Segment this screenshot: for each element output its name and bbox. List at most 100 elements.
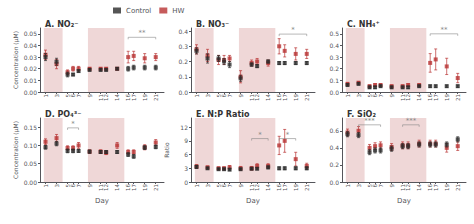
svg-text:9: 9 [389,184,395,188]
svg-text:0.1: 0.1 [329,77,339,84]
svg-text:**: ** [138,29,146,37]
svg-text:21: 21 [304,94,310,101]
svg-text:17: 17 [131,184,137,191]
svg-text:19: 19 [142,184,148,191]
svg-text:14: 14 [265,94,271,101]
svg-text:21: 21 [153,184,159,191]
svg-text:0.03: 0.03 [24,54,38,61]
svg-text:0.10: 0.10 [24,142,38,149]
svg-text:0.00: 0.00 [24,179,38,186]
svg-text:1: 1 [194,94,200,98]
svg-text:Day: Day [246,197,260,205]
svg-text:0.2: 0.2 [329,65,339,72]
svg-text:0.02: 0.02 [24,65,38,72]
svg-text:1: 1 [345,94,351,98]
svg-text:19: 19 [444,184,450,191]
svg-text:0: 0 [184,179,188,186]
svg-text:B. NO₃⁻: B. NO₃⁻ [196,20,229,29]
svg-text:C. NH₄⁺: C. NH₄⁺ [347,20,380,29]
svg-text:12: 12 [405,184,411,191]
svg-text:0.2: 0.2 [329,161,339,168]
svg-text:0.1: 0.1 [178,73,188,80]
svg-text:12: 12 [254,94,260,101]
svg-text:Concentration (μM): Concentration (μM) [12,31,20,89]
svg-text:0.05: 0.05 [24,30,38,37]
svg-text:1: 1 [43,94,49,98]
svg-text:0.0: 0.0 [178,89,188,96]
svg-text:3: 3 [356,94,362,98]
svg-text:12: 12 [180,124,188,131]
svg-text:12: 12 [103,184,109,191]
svg-text:12: 12 [254,184,260,191]
svg-text:Day: Day [397,197,411,205]
svg-text:**: ** [440,26,448,34]
svg-text:14: 14 [265,184,271,191]
svg-text:Control: Control [126,7,151,15]
svg-text:D. PO₄³⁻: D. PO₄³⁻ [45,110,81,119]
svg-text:0.04: 0.04 [24,42,38,49]
svg-text:Day: Day [95,197,109,205]
svg-text:17: 17 [282,94,288,101]
svg-text:3: 3 [54,94,60,98]
svg-text:3: 3 [356,184,362,188]
svg-text:21: 21 [304,184,310,191]
svg-text:*: * [291,26,295,34]
svg-text:0.5: 0.5 [329,30,339,37]
svg-text:14: 14 [114,184,120,191]
svg-text:0.6: 0.6 [329,127,339,134]
svg-text:1: 1 [345,184,351,188]
svg-text:0.15: 0.15 [24,124,38,131]
svg-text:0.3: 0.3 [178,43,188,50]
svg-text:9: 9 [238,94,244,98]
svg-text:1: 1 [43,184,49,188]
svg-text:*: * [286,131,290,139]
svg-text:7: 7 [378,184,384,188]
svg-text:17: 17 [282,184,288,191]
svg-text:21: 21 [455,94,461,101]
svg-text:7: 7 [227,184,233,188]
svg-text:*: * [258,131,262,139]
svg-text:9: 9 [389,94,395,98]
svg-text:***: *** [364,117,375,125]
svg-text:12: 12 [405,94,411,101]
svg-text:17: 17 [131,94,137,101]
svg-text:A. NO₂⁻: A. NO₂⁻ [45,20,78,29]
svg-text:0.05: 0.05 [24,160,38,167]
svg-text:9: 9 [87,184,93,188]
svg-text:3: 3 [205,184,211,188]
svg-text:19: 19 [293,94,299,101]
svg-text:7: 7 [378,94,384,98]
svg-text:9: 9 [184,137,188,144]
svg-text:3: 3 [184,165,188,172]
svg-text:E. N:P Ratio: E. N:P Ratio [196,110,250,119]
svg-text:9: 9 [87,94,93,98]
svg-text:6: 6 [184,151,188,158]
svg-text:21: 21 [153,94,159,101]
svg-text:19: 19 [142,94,148,101]
svg-text:19: 19 [444,94,450,101]
svg-text:0.4: 0.4 [178,28,188,35]
svg-text:0.2: 0.2 [178,58,188,65]
svg-text:0.3: 0.3 [329,54,339,61]
svg-text:7: 7 [227,94,233,98]
svg-text:7: 7 [76,184,82,188]
svg-text:HW: HW [172,7,184,15]
svg-text:Ratio: Ratio [163,142,170,158]
svg-text:17: 17 [433,184,439,191]
svg-text:21: 21 [455,184,461,191]
svg-text:12: 12 [103,94,109,101]
svg-text:0.0: 0.0 [329,89,339,96]
svg-text:7: 7 [76,94,82,98]
svg-text:3: 3 [54,184,60,188]
svg-text:14: 14 [416,94,422,101]
svg-text:3: 3 [205,94,211,98]
svg-text:0.4: 0.4 [329,42,339,49]
svg-text:0.01: 0.01 [24,77,38,84]
svg-text:1: 1 [194,184,200,188]
svg-text:*: * [71,120,75,128]
svg-text:9: 9 [238,184,244,188]
svg-text:14: 14 [416,184,422,191]
svg-text:0.00: 0.00 [24,89,38,96]
svg-text:Concentration (μM): Concentration (μM) [12,121,20,179]
svg-text:***: *** [406,117,417,125]
